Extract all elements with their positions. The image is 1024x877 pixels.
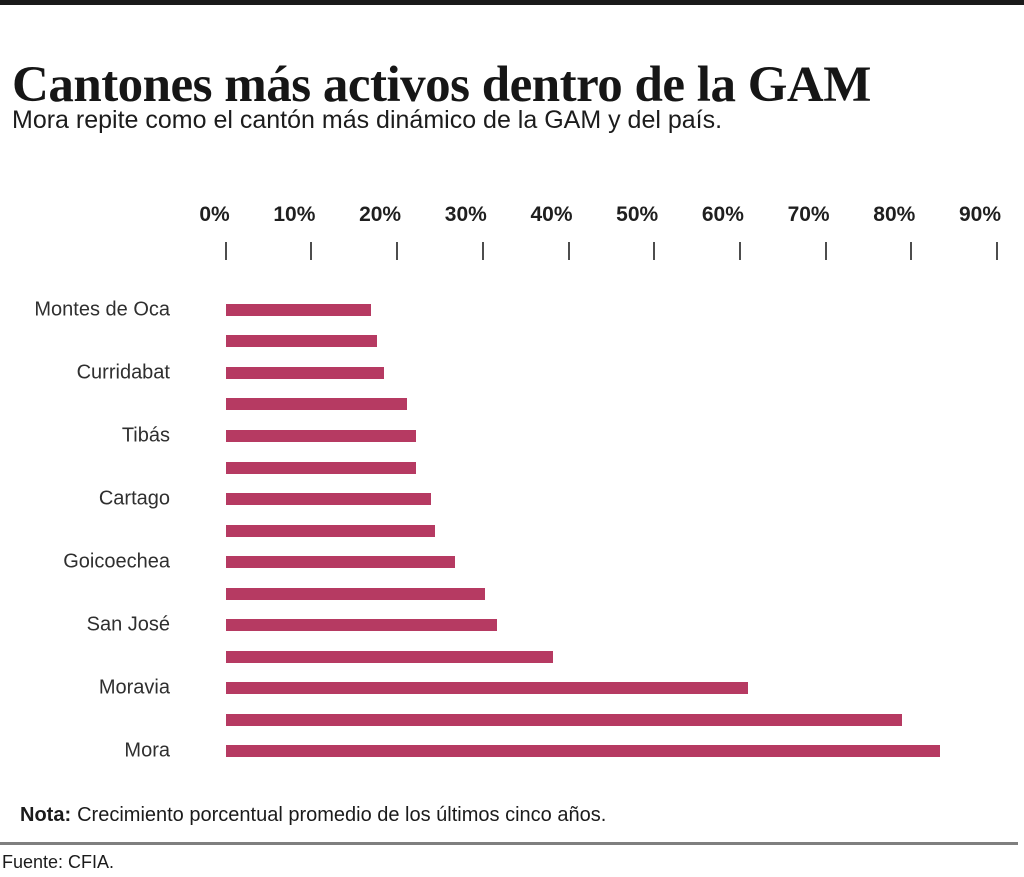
bar-row: Mora bbox=[0, 736, 1024, 768]
axis-tick-mark bbox=[224, 242, 227, 260]
bar-row: San José bbox=[0, 609, 1024, 641]
canton-label: Curridabat bbox=[76, 361, 170, 384]
bar-row bbox=[0, 515, 1024, 547]
bar bbox=[225, 619, 498, 632]
canton-label: Montes de Oca bbox=[34, 298, 170, 321]
axis-tick-label: 70% bbox=[787, 203, 830, 226]
bar bbox=[225, 745, 940, 758]
top-accent-bar bbox=[0, 0, 1024, 5]
axis-tick-label: 20% bbox=[359, 203, 402, 226]
bar bbox=[225, 650, 554, 663]
bar bbox=[225, 524, 435, 537]
axis-tick-mark bbox=[824, 242, 827, 260]
axis-tick-mark bbox=[310, 242, 313, 260]
bar bbox=[225, 303, 372, 316]
bar-row bbox=[0, 326, 1024, 358]
bar-row bbox=[0, 704, 1024, 736]
chart-title: Cantones más activos dentro de la GAM bbox=[12, 57, 871, 114]
bar-row: Cartago bbox=[0, 483, 1024, 515]
bar-row: Goicoechea bbox=[0, 546, 1024, 578]
axis-tick-label: 40% bbox=[530, 203, 573, 226]
note-label: Nota: bbox=[20, 804, 72, 826]
bar bbox=[225, 335, 377, 348]
footer-divider bbox=[0, 842, 1018, 845]
axis-tick-label: 0% bbox=[199, 203, 230, 226]
canton-label: Goicoechea bbox=[63, 550, 170, 573]
canton-label: San José bbox=[86, 613, 170, 636]
axis-tick-mark bbox=[910, 242, 913, 260]
bar-row: Montes de Oca bbox=[0, 294, 1024, 326]
axis-tick-mark bbox=[567, 242, 570, 260]
axis-tick-label: 10% bbox=[273, 203, 316, 226]
bar bbox=[225, 398, 408, 411]
bar bbox=[225, 461, 416, 474]
bar bbox=[225, 366, 385, 379]
bar-row: Curridabat bbox=[0, 357, 1024, 389]
bar bbox=[225, 587, 486, 600]
axis-tick-label: 30% bbox=[444, 203, 487, 226]
bar-row bbox=[0, 389, 1024, 421]
axis-tick-mark bbox=[996, 242, 998, 260]
bar-row: Tibás bbox=[0, 420, 1024, 452]
note-text: Crecimiento porcentual promedio de los ú… bbox=[77, 804, 607, 826]
bar-row bbox=[0, 578, 1024, 610]
axis-tick-mark bbox=[738, 242, 741, 260]
chart-note: Nota: Crecimiento porcentual promedio de … bbox=[20, 804, 606, 827]
axis-tick-mark bbox=[481, 242, 484, 260]
bars-area: Montes de Oca Curridabat Tibás Cartago Goico… bbox=[0, 294, 1024, 768]
axis-tick-label: 80% bbox=[873, 203, 916, 226]
bar-row: Moravia bbox=[0, 673, 1024, 705]
chart-subtitle: Mora repite como el cantón más dinámico … bbox=[12, 106, 723, 134]
x-axis: 0% 10% 20% 30% 40% 50% 60% 70% 80% 90% bbox=[0, 0, 1024, 280]
bar bbox=[225, 493, 432, 506]
canton-label: Moravia bbox=[98, 676, 170, 699]
axis-tick-mark bbox=[653, 242, 656, 260]
source-credit: Fuente: CFIA. bbox=[2, 852, 115, 872]
canton-label: Tibás bbox=[121, 424, 170, 447]
axis-tick-mark bbox=[396, 242, 399, 260]
axis-tick-label: 90% bbox=[958, 203, 1001, 226]
bar bbox=[225, 713, 902, 726]
bar bbox=[225, 682, 749, 695]
bar bbox=[225, 429, 416, 442]
canton-label: Mora bbox=[124, 739, 170, 762]
bar-row bbox=[0, 452, 1024, 484]
bar bbox=[225, 556, 456, 569]
axis-tick-label: 60% bbox=[701, 203, 744, 226]
canton-label: Cartago bbox=[98, 487, 170, 510]
axis-tick-label: 50% bbox=[616, 203, 659, 226]
bar-row bbox=[0, 641, 1024, 673]
